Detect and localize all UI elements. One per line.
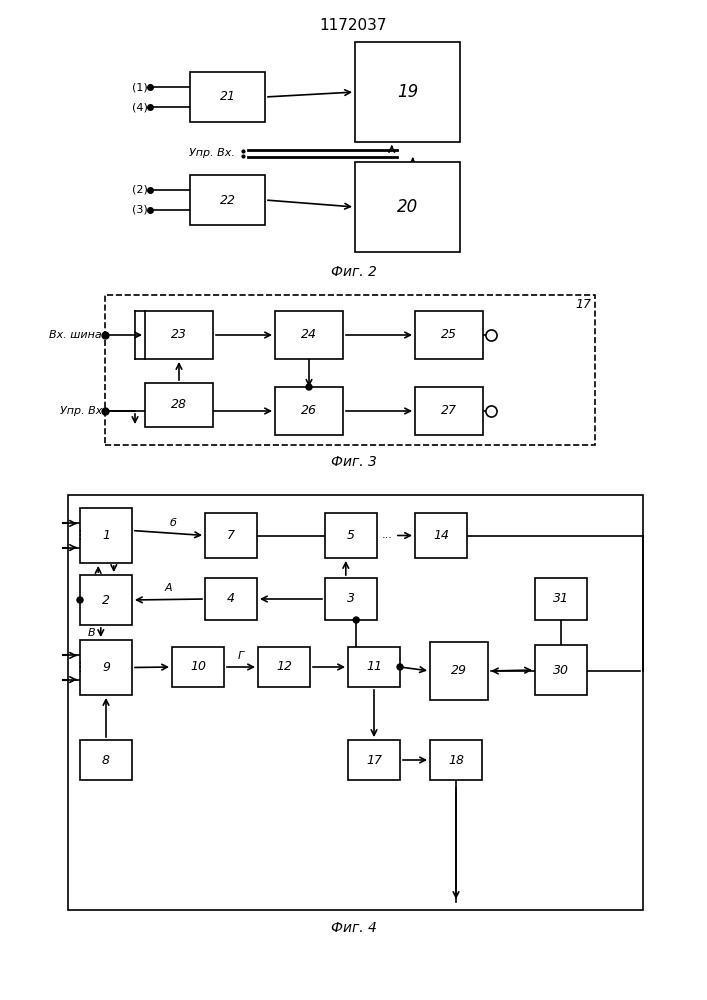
- Circle shape: [306, 384, 312, 390]
- Text: 25: 25: [441, 328, 457, 342]
- Text: 2: 2: [102, 593, 110, 606]
- FancyBboxPatch shape: [415, 387, 483, 435]
- FancyBboxPatch shape: [355, 162, 460, 252]
- Text: 3: 3: [347, 592, 355, 605]
- Text: 10: 10: [190, 660, 206, 674]
- Text: 1172037: 1172037: [320, 17, 387, 32]
- Text: 1: 1: [102, 529, 110, 542]
- FancyBboxPatch shape: [205, 578, 257, 620]
- FancyBboxPatch shape: [68, 495, 643, 910]
- FancyBboxPatch shape: [275, 387, 343, 435]
- Text: 17: 17: [366, 754, 382, 766]
- FancyBboxPatch shape: [430, 642, 488, 700]
- Text: (3): (3): [132, 205, 148, 215]
- Text: В: В: [88, 628, 96, 638]
- Text: Фиг. 3: Фиг. 3: [331, 455, 376, 469]
- Text: 28: 28: [171, 398, 187, 412]
- FancyBboxPatch shape: [190, 175, 265, 225]
- Text: 7: 7: [227, 529, 235, 542]
- Text: 8: 8: [102, 754, 110, 766]
- FancyBboxPatch shape: [325, 578, 377, 620]
- Text: Фиг. 2: Фиг. 2: [331, 265, 376, 279]
- Text: 29: 29: [451, 664, 467, 678]
- Text: 24: 24: [301, 328, 317, 342]
- Text: 12: 12: [276, 660, 292, 674]
- FancyBboxPatch shape: [535, 578, 587, 620]
- Text: 14: 14: [433, 529, 449, 542]
- FancyBboxPatch shape: [205, 513, 257, 558]
- Text: 23: 23: [171, 328, 187, 342]
- FancyBboxPatch shape: [325, 513, 377, 558]
- Text: Упр. Вх: Упр. Вх: [59, 406, 102, 416]
- Text: Г: Г: [238, 651, 244, 661]
- Text: 22: 22: [219, 194, 235, 207]
- Text: 17: 17: [575, 298, 591, 311]
- Text: (2): (2): [132, 185, 148, 195]
- Text: 20: 20: [397, 198, 418, 216]
- Text: 5: 5: [347, 529, 355, 542]
- FancyBboxPatch shape: [535, 645, 587, 695]
- Text: (4): (4): [132, 102, 148, 112]
- FancyBboxPatch shape: [145, 311, 213, 359]
- Text: А: А: [165, 583, 173, 593]
- Circle shape: [397, 664, 403, 670]
- FancyBboxPatch shape: [80, 508, 132, 563]
- FancyBboxPatch shape: [258, 647, 310, 687]
- FancyBboxPatch shape: [190, 72, 265, 122]
- Text: Фиг. 4: Фиг. 4: [331, 921, 376, 935]
- Text: 30: 30: [553, 664, 569, 676]
- FancyBboxPatch shape: [430, 740, 482, 780]
- Text: 31: 31: [553, 592, 569, 605]
- Text: ...: ...: [382, 530, 393, 540]
- Text: 11: 11: [366, 660, 382, 674]
- FancyBboxPatch shape: [80, 575, 132, 625]
- Text: 4: 4: [227, 592, 235, 605]
- FancyBboxPatch shape: [275, 311, 343, 359]
- Text: ⋮: ⋮: [74, 661, 86, 674]
- Text: Упр. Вх.: Упр. Вх.: [189, 148, 235, 158]
- FancyBboxPatch shape: [415, 311, 483, 359]
- FancyBboxPatch shape: [355, 42, 460, 142]
- FancyBboxPatch shape: [145, 383, 213, 427]
- Text: 9: 9: [102, 661, 110, 674]
- FancyBboxPatch shape: [80, 740, 132, 780]
- FancyBboxPatch shape: [415, 513, 467, 558]
- FancyBboxPatch shape: [80, 640, 132, 695]
- Text: 26: 26: [301, 404, 317, 418]
- Text: 19: 19: [397, 83, 418, 101]
- Text: 27: 27: [441, 404, 457, 418]
- Circle shape: [77, 597, 83, 603]
- Text: (1): (1): [132, 82, 148, 92]
- Circle shape: [354, 617, 359, 623]
- Text: б: б: [170, 518, 177, 528]
- FancyBboxPatch shape: [348, 647, 400, 687]
- Text: ⋮: ⋮: [74, 529, 86, 542]
- FancyBboxPatch shape: [348, 740, 400, 780]
- FancyBboxPatch shape: [105, 295, 595, 445]
- Text: Вх. шина: Вх. шина: [49, 330, 102, 340]
- FancyBboxPatch shape: [172, 647, 224, 687]
- Text: 18: 18: [448, 754, 464, 766]
- Text: 21: 21: [219, 91, 235, 104]
